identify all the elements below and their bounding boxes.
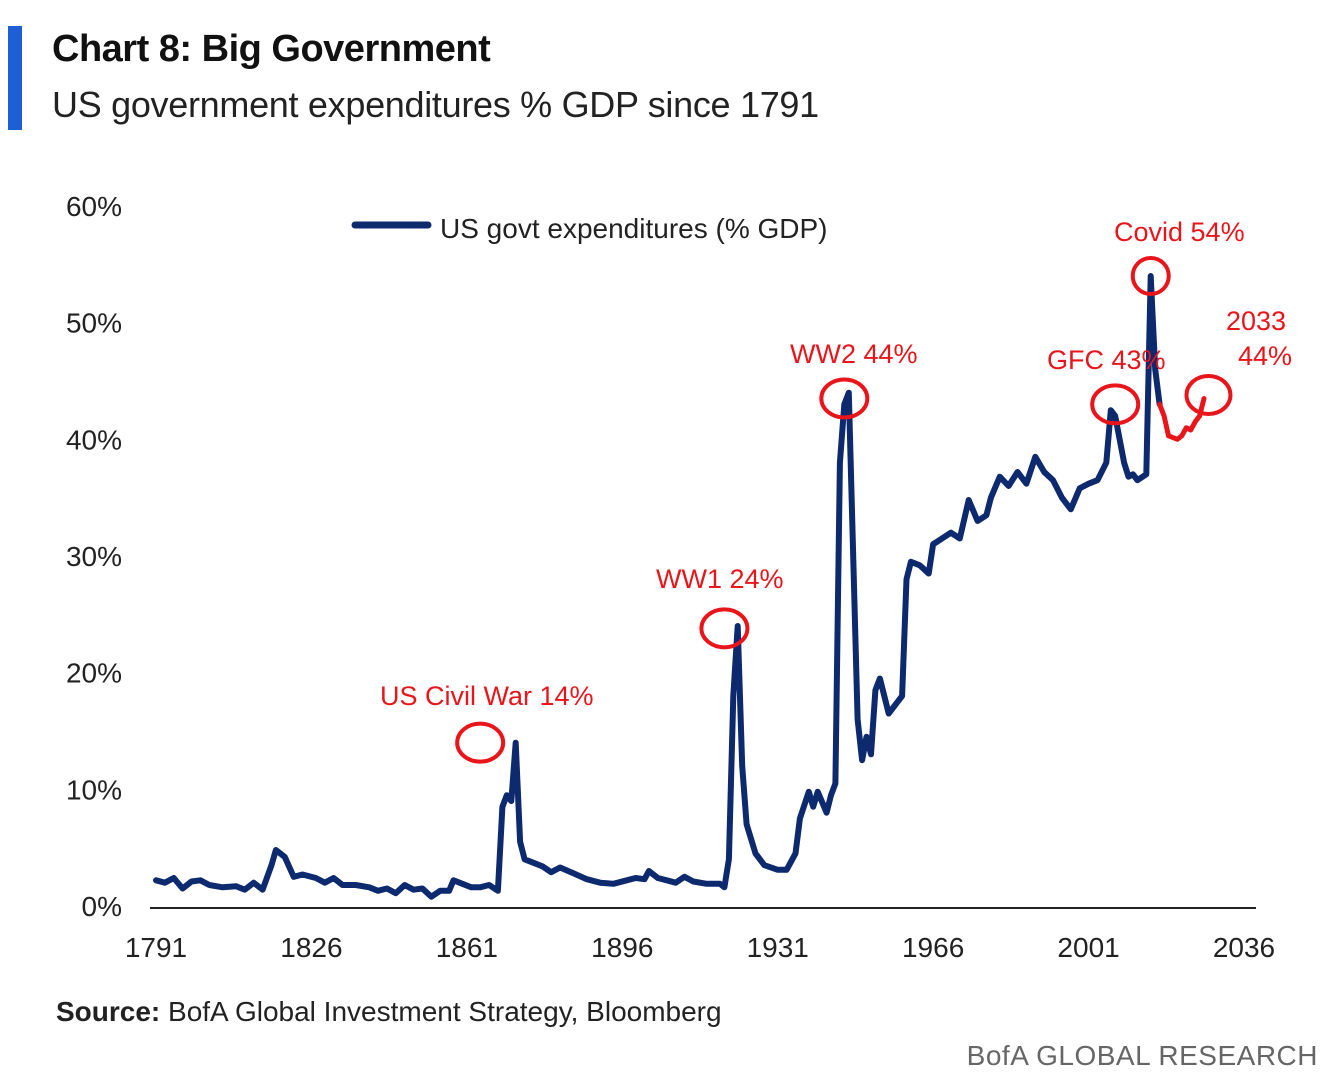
y-tick-label: 10% [66,774,122,805]
source-label: Source: [56,996,161,1027]
annotation-circle-civil-war [455,721,506,764]
y-tick-label: 60% [66,191,122,222]
legend: US govt expenditures (% GDP) [351,213,828,244]
annotation-label-covid: Covid 54% [1114,217,1245,247]
annotation-label-2033-value: 44% [1238,341,1292,371]
footer-brand: BofA GLOBAL RESEARCH [966,1040,1318,1071]
source-note: Source: BofA Global Investment Strategy,… [56,996,722,1028]
x-tick-label: 1826 [280,932,342,963]
x-tick-label: 1791 [125,932,187,963]
x-tick-label: 1931 [747,932,809,963]
annotation-circle-gfc [1090,383,1141,426]
y-tick-label: 50% [66,308,122,339]
legend-label: US govt expenditures (% GDP) [440,213,828,244]
annotation-circle-2033 [1184,374,1233,416]
y-tick-label: 40% [66,424,122,455]
series-line-projection [1157,396,1207,442]
source-text: BofA Global Investment Strategy, Bloombe… [168,996,722,1027]
x-tick-label: 1896 [591,932,653,963]
y-tick-label: 0% [82,891,122,922]
x-tick-label: 1861 [436,932,498,963]
chart-subtitle: US government expenditures % GDP since 1… [52,84,819,125]
series-line-us-govt-expenditures [153,273,1163,900]
x-tick-label: 1966 [902,932,964,963]
annotation-label-ww2: WW2 44% [790,339,918,369]
title-accent-bar [8,26,22,130]
annotation-circle-ww2 [819,377,870,420]
annotation-circle-ww1 [699,607,750,650]
y-axis-ticks: 0% 10% 20% 30% 40% 50% 60% [66,191,122,922]
chart-area: US govt expenditures (% GDP) 0% 10% 20% 30%… [66,191,1292,963]
x-tick-label: 2036 [1213,932,1275,963]
annotation-label-2033-year: 2033 [1226,306,1286,336]
y-tick-label: 30% [66,541,122,572]
chart-title: Chart 8: Big Government [52,28,491,70]
annotations: US Civil War 14% WW1 24% WW2 44% GFC 43%… [380,217,1292,764]
x-axis-ticks: 1791 1826 1861 1896 1931 1966 2001 2036 [125,932,1275,963]
y-tick-label: 20% [66,658,122,689]
x-tick-label: 2001 [1057,932,1119,963]
annotation-label-civil-war: US Civil War 14% [380,681,594,711]
annotation-circle-covid [1130,256,1171,296]
annotation-label-gfc: GFC 43% [1047,345,1166,375]
annotation-label-ww1: WW1 24% [656,564,784,594]
